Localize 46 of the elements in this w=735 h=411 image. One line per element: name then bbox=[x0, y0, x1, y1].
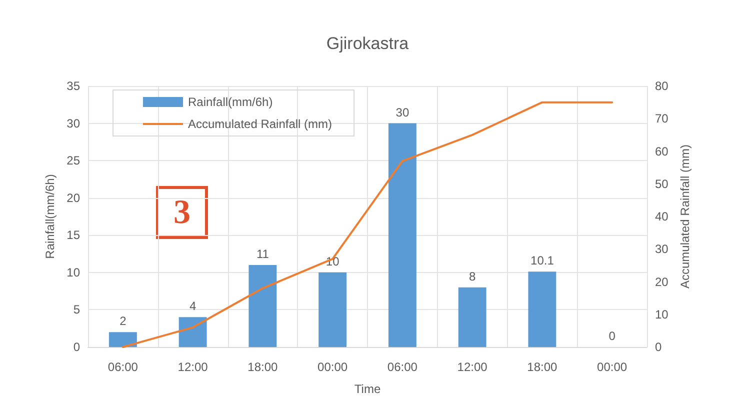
bar bbox=[318, 272, 347, 347]
bar bbox=[248, 264, 277, 347]
data-label: 2 bbox=[120, 314, 127, 328]
y-tick-label: 35 bbox=[66, 79, 80, 93]
bar bbox=[388, 123, 416, 347]
x-tick-label: 06:00 bbox=[387, 360, 418, 374]
y2-tick-label: 10 bbox=[655, 307, 669, 322]
y2-tick-label: 50 bbox=[655, 176, 669, 191]
y-tick-label: 30 bbox=[66, 116, 80, 130]
y-tick-label: 20 bbox=[66, 190, 80, 205]
y-tick-label: 25 bbox=[66, 154, 80, 168]
x-tick-label: 00:00 bbox=[318, 360, 348, 374]
y2-tick-label: 80 bbox=[655, 79, 669, 93]
bar bbox=[108, 332, 137, 347]
y2-tick-label: 30 bbox=[655, 242, 669, 256]
x-tick-label: 12:00 bbox=[457, 360, 488, 374]
y-tick-label: 0 bbox=[73, 340, 80, 354]
data-label: 10.1 bbox=[530, 254, 554, 268]
x-tick-label: 12:00 bbox=[178, 360, 208, 374]
annotation: 3 bbox=[174, 194, 190, 231]
y2-tick-label: 70 bbox=[655, 112, 669, 126]
data-label: 0 bbox=[608, 329, 616, 343]
data-label: 30 bbox=[396, 105, 410, 120]
y-tick-label: 15 bbox=[66, 228, 80, 242]
x-tick-label: 06:00 bbox=[108, 360, 138, 374]
data-label: 4 bbox=[189, 299, 196, 314]
x-axis-title: Time bbox=[354, 382, 381, 396]
y-tick-label: 10 bbox=[66, 265, 80, 280]
y2-tick-label: 0 bbox=[655, 340, 662, 354]
x-tick-label: 00:00 bbox=[597, 360, 628, 374]
legend-label: Accumulated Rainfall (mm) bbox=[188, 117, 332, 131]
legend-label: Rainfall(mm/6h) bbox=[188, 95, 273, 109]
bar bbox=[528, 272, 556, 347]
y-tick-label: 5 bbox=[73, 302, 80, 317]
y2-tick-label: 20 bbox=[655, 274, 669, 289]
chart-title: Gjirokastra bbox=[326, 34, 410, 53]
bar bbox=[178, 317, 207, 347]
y2-axis-title: Accumulated Rainfall (mm) bbox=[678, 144, 692, 289]
x-tick-label: 18:00 bbox=[248, 360, 278, 374]
data-label: 8 bbox=[468, 269, 476, 284]
y2-tick-label: 60 bbox=[655, 144, 669, 158]
x-tick-label: 18:00 bbox=[527, 360, 558, 374]
y2-tick-label: 40 bbox=[655, 210, 669, 224]
data-label: 11 bbox=[256, 246, 270, 261]
bar bbox=[458, 287, 486, 347]
y-axis-title: Rainfall(mm/6h) bbox=[42, 174, 57, 259]
